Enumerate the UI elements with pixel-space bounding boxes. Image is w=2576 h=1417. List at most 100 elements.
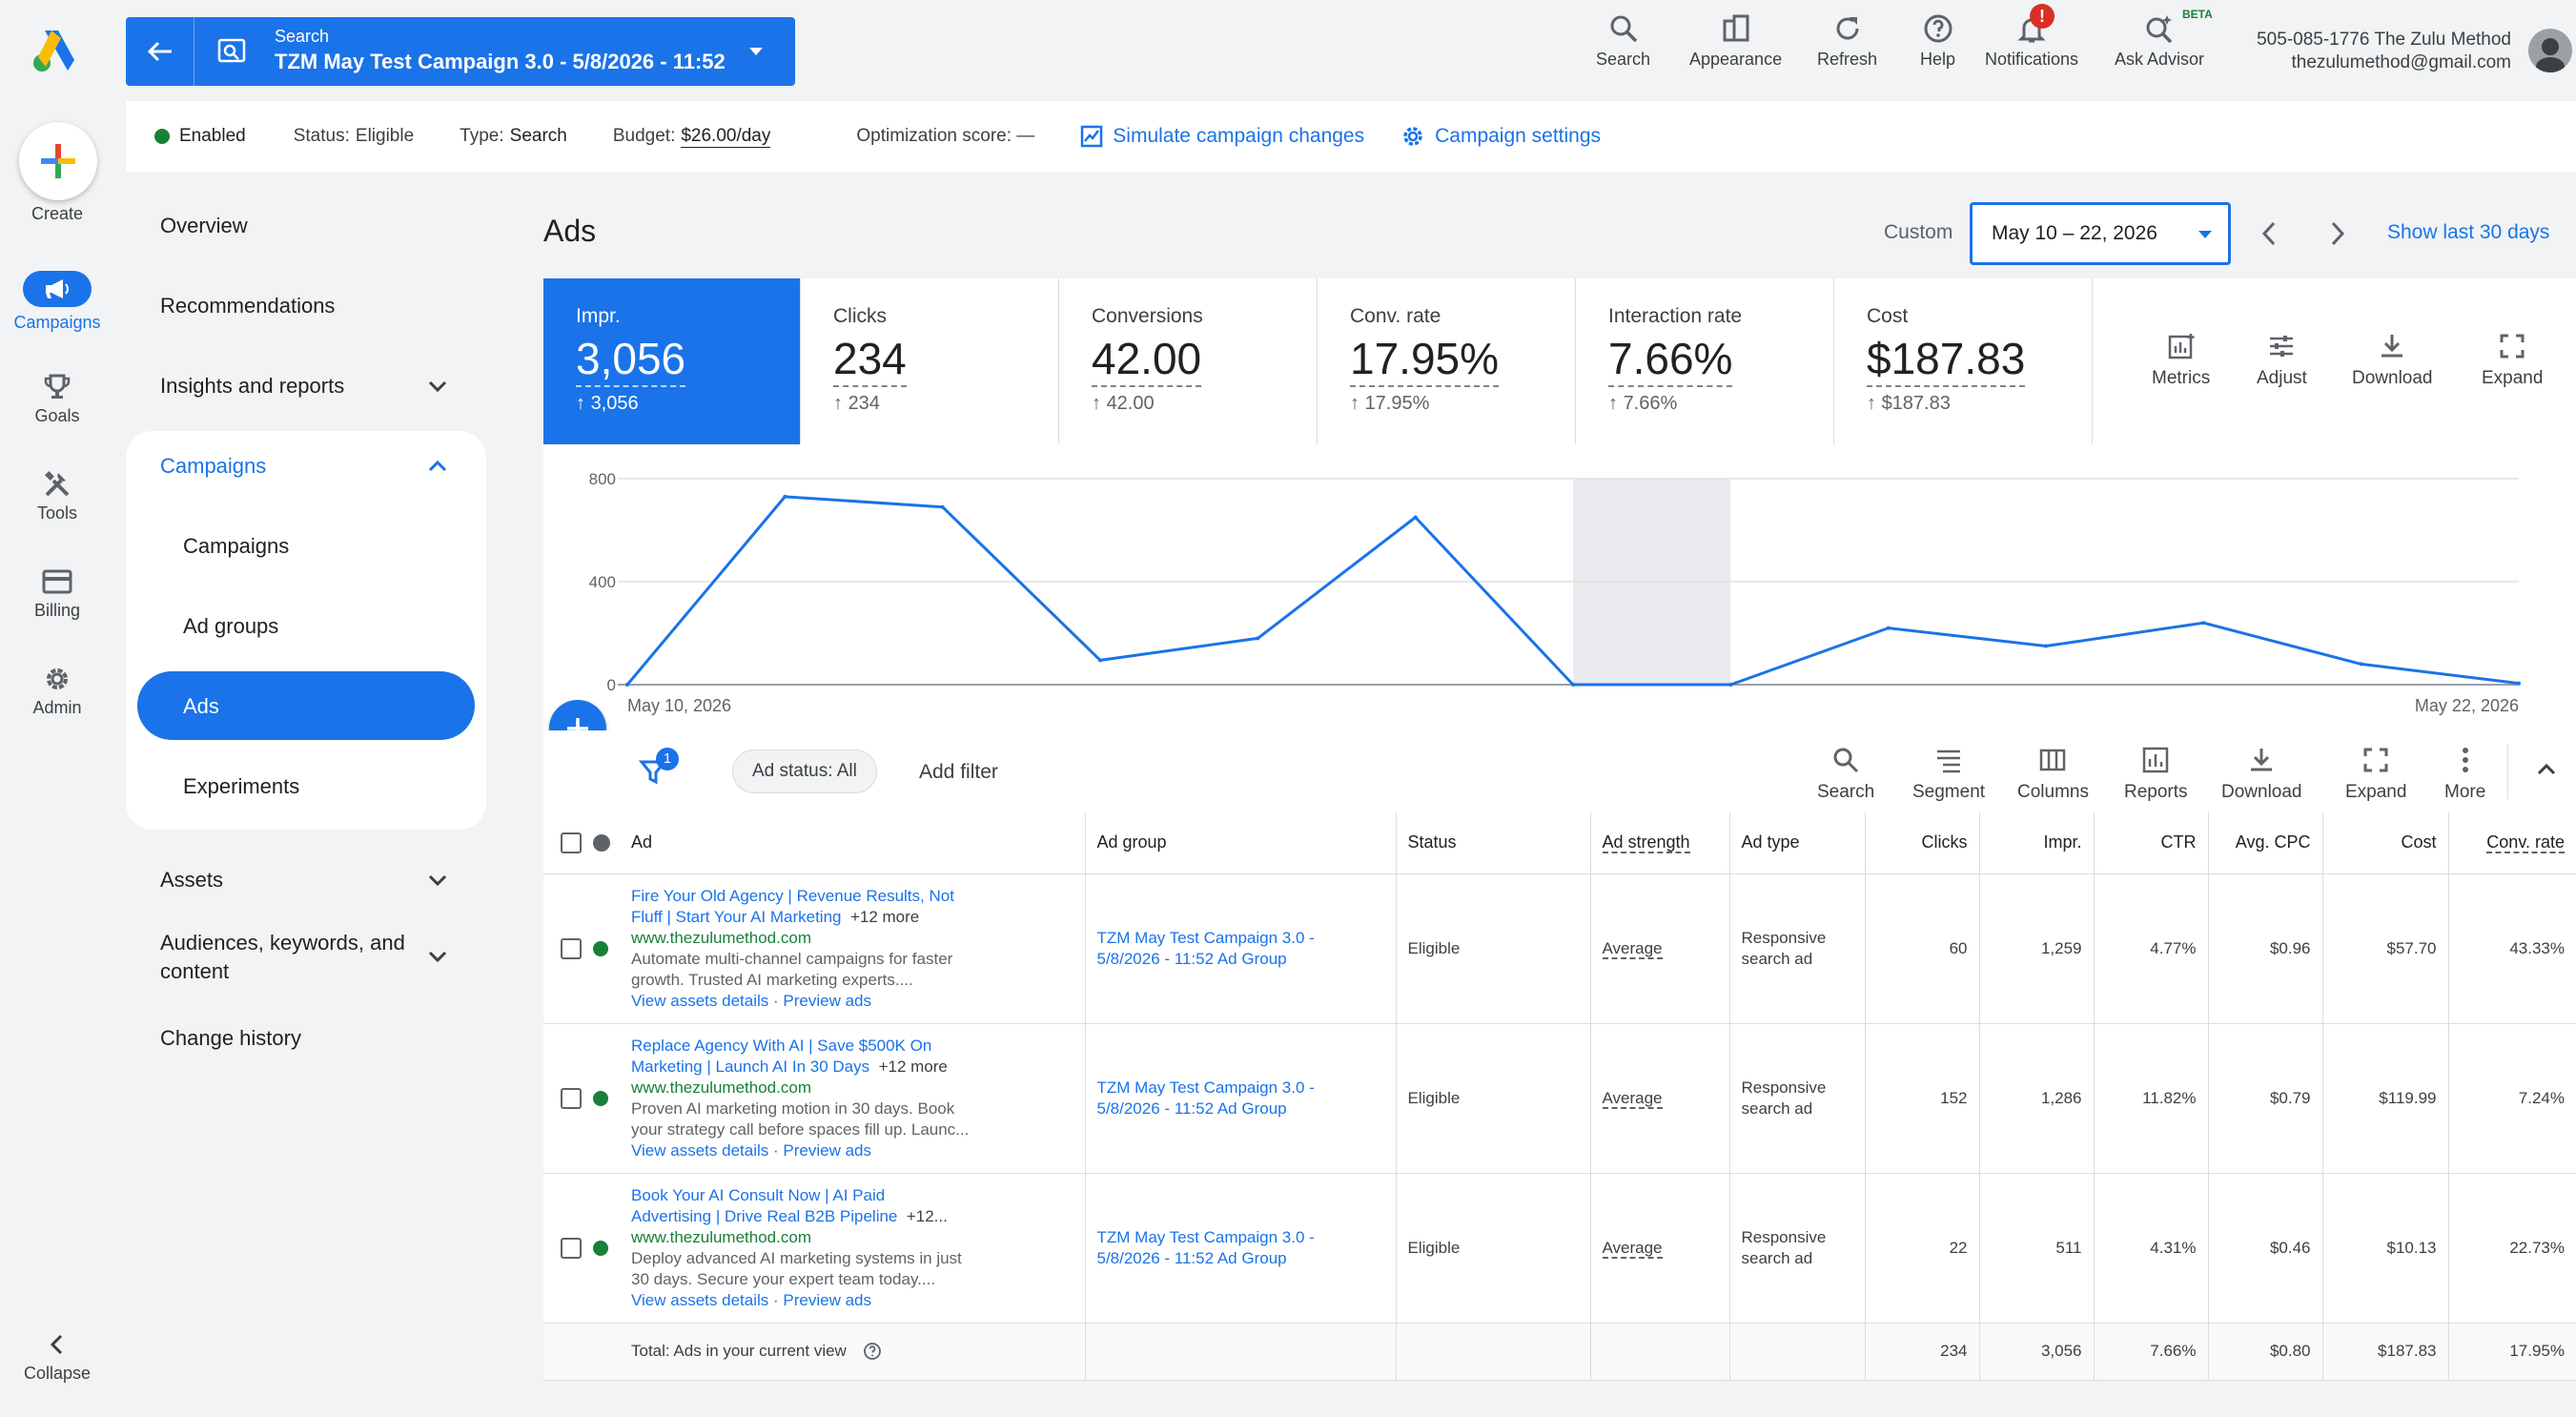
campaign-settings-link[interactable]: Campaign settings bbox=[1400, 124, 1601, 149]
nav-change-history[interactable]: Change history bbox=[160, 1026, 301, 1050]
google-ads-logo[interactable] bbox=[32, 29, 82, 72]
col-impr[interactable]: Impr. bbox=[1979, 812, 2095, 874]
row-checkbox[interactable] bbox=[561, 1237, 582, 1259]
kpi-card-clicks[interactable]: Clicks 234 ↑ 234 bbox=[801, 278, 1059, 444]
rail-item-tools[interactable]: Tools bbox=[0, 465, 114, 524]
ad-status-filter-chip[interactable]: Ad status: All bbox=[732, 750, 877, 793]
header-appearance-button[interactable]: Appearance bbox=[1689, 13, 1782, 70]
collapse-button[interactable]: Collapse bbox=[0, 1325, 114, 1384]
view-assets-details-link[interactable]: View assets details bbox=[631, 1290, 769, 1309]
next-period-button[interactable] bbox=[2328, 219, 2347, 248]
col-ad-type[interactable]: Ad type bbox=[1729, 812, 1866, 874]
nav-recommendations[interactable]: Recommendations bbox=[160, 294, 336, 318]
rail-item-campaigns[interactable]: Campaigns bbox=[0, 271, 114, 333]
optimization-score[interactable]: Optimization score: — bbox=[856, 126, 1035, 146]
preview-ads-link[interactable]: Preview ads bbox=[783, 1290, 872, 1309]
ad-strength-cell[interactable]: Average bbox=[1590, 1173, 1730, 1324]
nav-overview[interactable]: Overview bbox=[160, 214, 248, 237]
rail-item-admin[interactable]: Admin bbox=[0, 660, 114, 718]
chevron-up-icon[interactable] bbox=[427, 460, 448, 473]
col-cost[interactable]: Cost bbox=[2322, 812, 2449, 874]
ad-strength-cell[interactable]: Average bbox=[1590, 1023, 1730, 1174]
kpi-card-cost[interactable]: Cost $187.83 ↑ $187.83 bbox=[1834, 278, 2093, 444]
enabled-status-dot[interactable] bbox=[593, 1240, 608, 1256]
view-assets-details-link[interactable]: View assets details bbox=[631, 991, 769, 1010]
col-ad[interactable]: Ad bbox=[620, 812, 1086, 874]
rail-item-billing[interactable]: Billing bbox=[0, 563, 114, 621]
help-icon[interactable] bbox=[863, 1342, 882, 1361]
add-filter-button[interactable]: Add filter bbox=[919, 761, 998, 783]
previous-period-button[interactable] bbox=[2259, 219, 2279, 248]
col-avg-cpc[interactable]: Avg. CPC bbox=[2208, 812, 2323, 874]
kpi-expand-button[interactable]: Expand bbox=[2482, 332, 2543, 389]
back-button[interactable] bbox=[126, 17, 194, 86]
nav-insights-and-reports[interactable]: Insights and reports bbox=[160, 374, 345, 398]
select-all-checkbox[interactable] bbox=[561, 832, 582, 853]
segment-button[interactable]: Segment bbox=[1912, 746, 1985, 803]
header-help-button[interactable]: Help bbox=[1920, 13, 1955, 70]
preview-ads-link[interactable]: Preview ads bbox=[783, 1140, 872, 1160]
filter-button[interactable]: 1 bbox=[639, 748, 679, 786]
nav-ad-groups[interactable]: Ad groups bbox=[183, 614, 279, 638]
ad-headline-line1[interactable]: Fire Your Old Agency | Revenue Results, … bbox=[631, 886, 954, 905]
avatar[interactable] bbox=[2528, 29, 2572, 72]
kpi-card-interaction-rate[interactable]: Interaction rate 7.66% ↑ 7.66% bbox=[1576, 278, 1834, 444]
nav-audiences-keywords-content[interactable]: Audiences, keywords, and content bbox=[160, 929, 405, 986]
create-button[interactable] bbox=[19, 122, 97, 200]
table-download-button[interactable]: Download bbox=[2221, 746, 2302, 803]
kpi-card-conv-rate[interactable]: Conv. rate 17.95% ↑ 17.95% bbox=[1318, 278, 1576, 444]
col-clicks[interactable]: Clicks bbox=[1865, 812, 1980, 874]
ad-group-cell[interactable]: TZM May Test Campaign 3.0 - 5/8/2026 - 1… bbox=[1085, 873, 1397, 1024]
chevron-down-icon[interactable] bbox=[427, 873, 448, 887]
nav-ads-active[interactable]: Ads bbox=[137, 671, 475, 740]
budget-value[interactable]: $26.00/day bbox=[681, 125, 771, 148]
ad-group-cell[interactable]: TZM May Test Campaign 3.0 - 5/8/2026 - 1… bbox=[1085, 1173, 1397, 1324]
nav-campaigns[interactable]: Campaigns bbox=[183, 534, 290, 558]
header-refresh-button[interactable]: Refresh bbox=[1817, 13, 1877, 70]
table-search-button[interactable]: Search bbox=[1817, 746, 1874, 803]
simulate-campaign-changes-link[interactable]: Simulate campaign changes bbox=[1080, 125, 1364, 148]
show-last-30-days-link[interactable]: Show last 30 days bbox=[2387, 221, 2550, 243]
chevron-down-icon[interactable] bbox=[427, 950, 448, 963]
kpi-card-conversions[interactable]: Conversions 42.00 ↑ 42.00 bbox=[1059, 278, 1318, 444]
ad-headline-line2[interactable]: Fluff | Start Your AI Marketing bbox=[631, 907, 842, 926]
metrics-button[interactable]: Metrics bbox=[2152, 332, 2210, 389]
nav-experiments[interactable]: Experiments bbox=[183, 774, 300, 798]
col-conv-rate[interactable]: Conv. rate bbox=[2448, 812, 2576, 874]
col-status[interactable]: Status bbox=[1396, 812, 1591, 874]
ad-headline-line2[interactable]: Marketing | Launch AI In 30 Days bbox=[631, 1057, 870, 1076]
reports-button[interactable]: Reports bbox=[2124, 746, 2188, 803]
kpi-download-button[interactable]: Download bbox=[2352, 332, 2433, 389]
account-info[interactable]: 505-085-1776 The Zulu Method thezulumeth… bbox=[2193, 29, 2511, 74]
ad-headline-line1[interactable]: Book Your AI Consult Now | AI Paid bbox=[631, 1185, 886, 1204]
campaign-selector[interactable]: Search TZM May Test Campaign 3.0 - 5/8/2… bbox=[126, 17, 795, 86]
view-assets-details-link[interactable]: View assets details bbox=[631, 1140, 769, 1160]
ad-headline-line2[interactable]: Advertising | Drive Real B2B Pipeline bbox=[631, 1206, 898, 1225]
chevron-down-icon[interactable] bbox=[427, 380, 448, 393]
rail-item-goals[interactable]: Goals bbox=[0, 368, 114, 426]
dropdown-arrow-icon[interactable] bbox=[747, 46, 765, 57]
nav-assets[interactable]: Assets bbox=[160, 868, 224, 892]
header-search-button[interactable]: Search bbox=[1596, 13, 1650, 70]
ad-strength-cell[interactable]: Average bbox=[1590, 873, 1730, 1024]
header-notifications-button[interactable]: ! Notifications bbox=[1985, 4, 2078, 70]
enabled-status-dot[interactable] bbox=[593, 940, 608, 956]
more-button[interactable]: More bbox=[2444, 746, 2485, 803]
header-ask-advisor-button[interactable]: BETA Ask Advisor bbox=[2115, 8, 2213, 70]
table-expand-button[interactable]: Expand bbox=[2345, 746, 2406, 803]
enabled-status-dot[interactable] bbox=[593, 1090, 608, 1106]
ad-headline-line1[interactable]: Replace Agency With AI | Save $500K On bbox=[631, 1036, 932, 1055]
col-ctr[interactable]: CTR bbox=[2094, 812, 2209, 874]
adjust-button[interactable]: Adjust bbox=[2257, 332, 2307, 389]
col-ad-strength[interactable]: Ad strength bbox=[1590, 812, 1730, 874]
row-checkbox[interactable] bbox=[561, 1087, 582, 1109]
collapse-toolbar-button[interactable] bbox=[2536, 763, 2557, 776]
row-checkbox[interactable] bbox=[561, 937, 582, 959]
col-ad-group[interactable]: Ad group bbox=[1085, 812, 1397, 874]
columns-button[interactable]: Columns bbox=[2017, 746, 2089, 803]
nav-campaigns-group[interactable]: Campaigns bbox=[160, 454, 267, 478]
enabled-status[interactable]: Enabled bbox=[179, 126, 246, 146]
kpi-card-impressions[interactable]: Impr. 3,056 ↑ 3,056 bbox=[543, 278, 801, 444]
preview-ads-link[interactable]: Preview ads bbox=[783, 991, 872, 1010]
ad-group-cell[interactable]: TZM May Test Campaign 3.0 - 5/8/2026 - 1… bbox=[1085, 1023, 1397, 1174]
